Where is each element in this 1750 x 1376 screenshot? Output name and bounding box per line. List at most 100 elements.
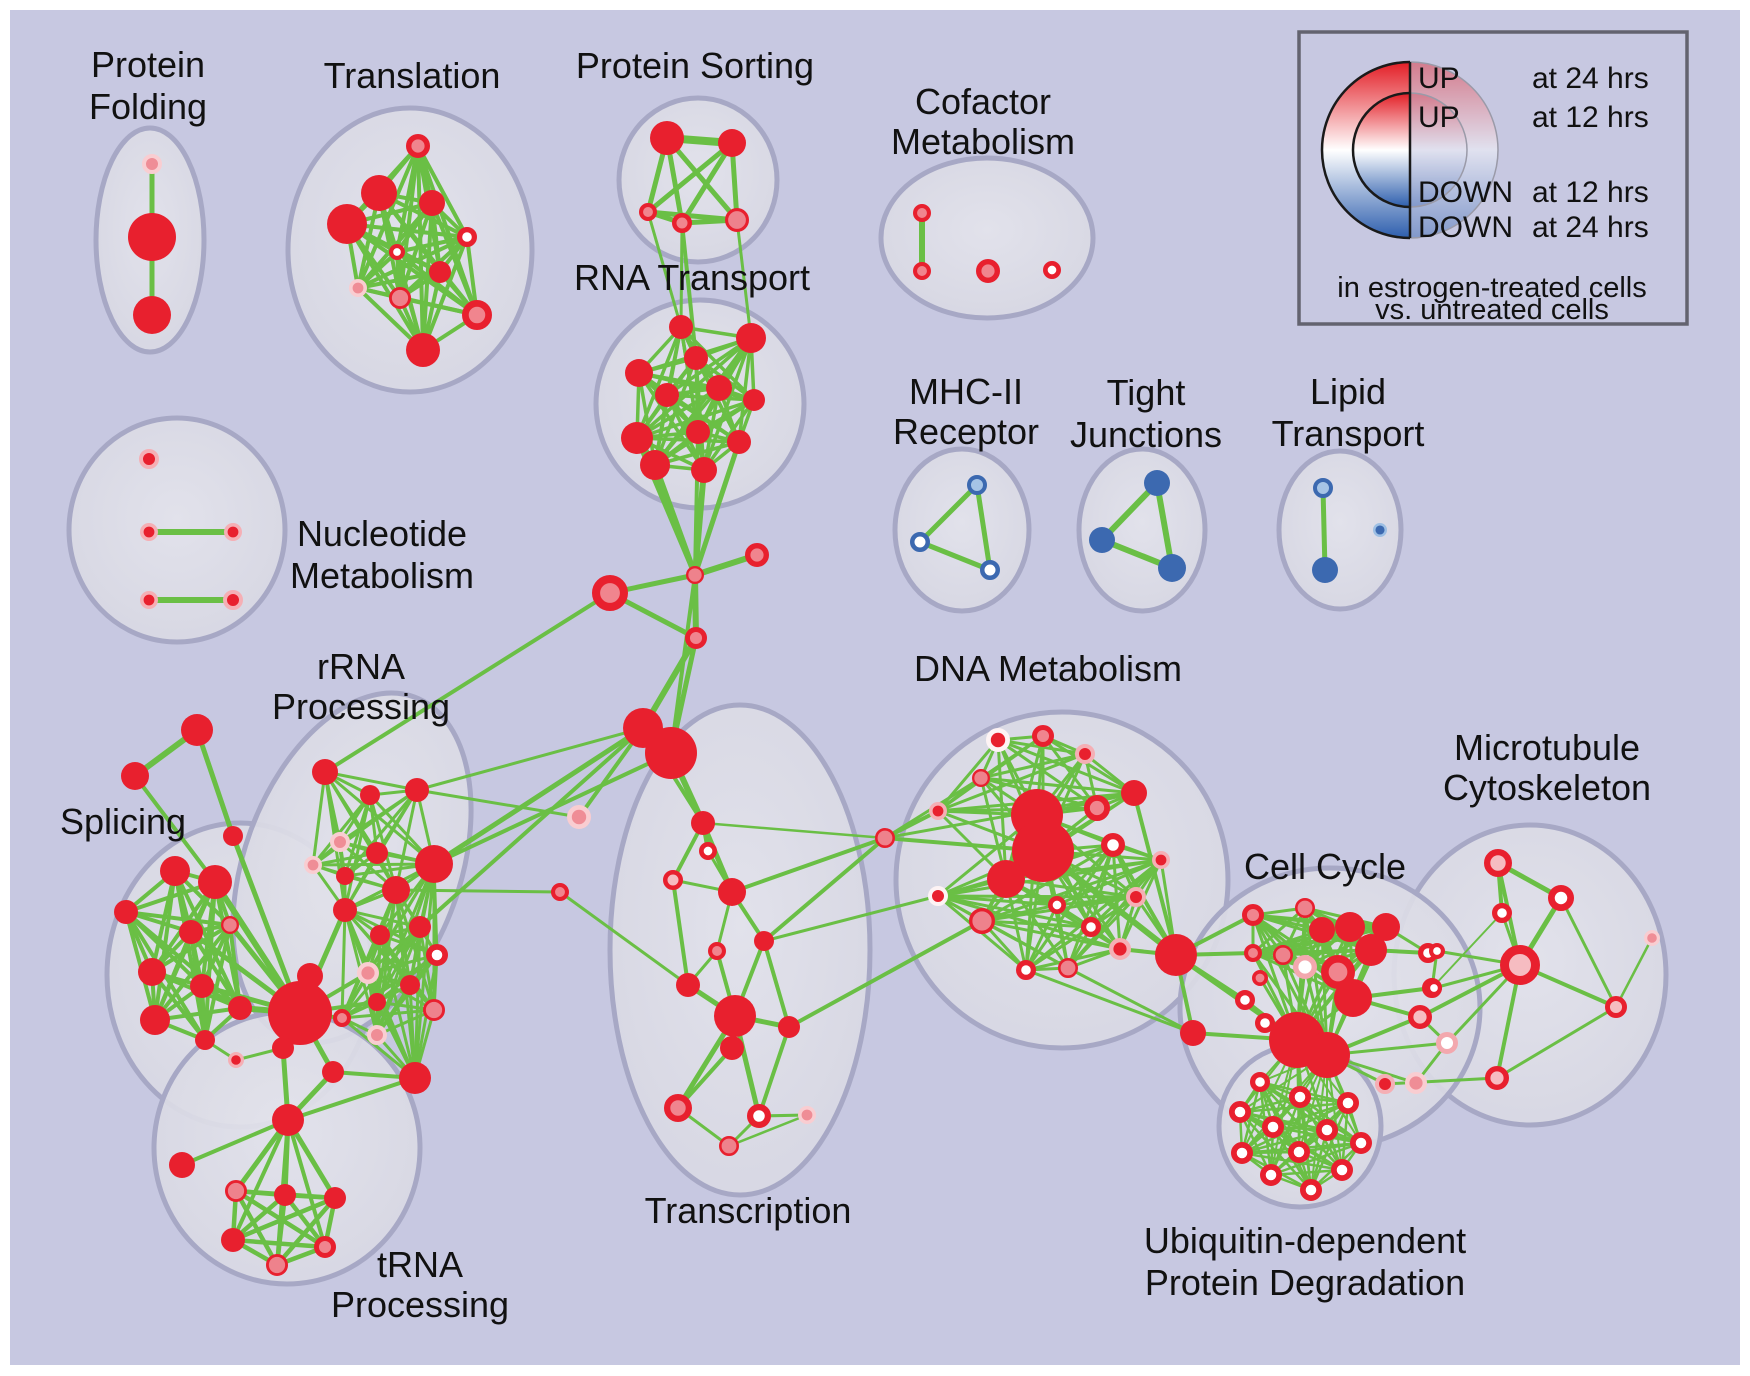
edge-dn11-dn19 xyxy=(1066,843,1115,970)
node-cc1 xyxy=(1241,903,1264,926)
edge-tiso-thub xyxy=(180,1118,290,1167)
node-tb5 xyxy=(314,1235,337,1258)
edge-rt2-rt10 xyxy=(737,336,753,444)
node-tl5 xyxy=(457,227,478,248)
edge-dn13-dn19 xyxy=(1066,895,1138,970)
cluster-label-translation: Translation xyxy=(324,55,501,96)
node-tj3 xyxy=(1158,554,1186,582)
node-spt3 xyxy=(223,826,243,846)
edge-mt2-mt8 xyxy=(1559,896,1618,1009)
node-dn14 xyxy=(928,886,948,906)
node-n2 xyxy=(745,543,770,568)
node-rt10 xyxy=(727,430,751,454)
node-rr4 xyxy=(330,832,350,852)
node-cc10 xyxy=(1320,955,1355,990)
cluster-label-protein-sorting: Protein Sorting xyxy=(576,45,814,86)
edge-dn3-dn5 xyxy=(936,752,1087,813)
node-mt2 xyxy=(1548,885,1575,912)
node-cc6 xyxy=(1372,913,1400,941)
edge-sp5-sp6 xyxy=(150,923,232,974)
legend-inner-arc-left xyxy=(1351,91,1411,209)
node-rt1 xyxy=(669,315,693,339)
node-cc2 xyxy=(1295,897,1316,918)
edge-rt1-rt8 xyxy=(635,325,683,440)
node-rr3 xyxy=(405,778,429,802)
node-ccb xyxy=(1155,934,1197,976)
node-nm3 xyxy=(224,522,243,541)
cluster-shape-cofactor-metabolism xyxy=(878,155,1096,321)
node-tc9 xyxy=(778,1016,800,1038)
edge-mh1-mh2 xyxy=(917,482,980,545)
edge-tl4-tl11 xyxy=(345,222,425,352)
edge-rr11-rr18 xyxy=(340,925,422,1020)
node-cr5 xyxy=(1404,1071,1427,1094)
edge-rr20-thub xyxy=(286,1076,417,1122)
legend-caption-line1: in estrogen-treated cells xyxy=(1337,272,1647,304)
legend: UP at 24 hrs UP at 12 hrs DOWN at 12 hrs… xyxy=(1297,30,1689,326)
legend-faded-half xyxy=(1410,62,1498,238)
edge-rt6-rt8 xyxy=(635,386,721,440)
edge-rr3-h1 xyxy=(415,726,645,792)
edge-rr17-rr18 xyxy=(340,1008,436,1020)
legend-up-12-direction: UP xyxy=(1418,101,1460,134)
cluster-label-rrna-processing: rRNA Processing xyxy=(272,646,450,727)
node-sp2 xyxy=(198,865,232,899)
node-ps2 xyxy=(718,129,746,157)
edge-dn13-dn16 xyxy=(1055,895,1138,907)
node-rr2 xyxy=(360,785,380,805)
edge-dn15-dn20 xyxy=(980,919,1122,951)
edge-tc6-dbr xyxy=(762,836,887,943)
edge-thub-tb4 xyxy=(231,1118,290,1242)
edge-sp5-sp10 xyxy=(228,923,242,1010)
node-dn17 xyxy=(1080,916,1101,937)
legend-box xyxy=(1297,30,1689,326)
node-lx2 xyxy=(551,883,570,902)
node-dbr xyxy=(874,827,895,848)
node-dn10 xyxy=(987,860,1025,898)
edge-ps2-ps3 xyxy=(645,140,735,215)
node-lt2 xyxy=(1312,557,1338,583)
legend-outer-arc-left xyxy=(1320,60,1411,240)
edge-dn16-dn18 xyxy=(1024,903,1059,972)
edge-mt3-cr2 xyxy=(1431,912,1503,989)
edge-rt3-rt11 xyxy=(637,371,657,467)
node-spt2 xyxy=(121,762,149,790)
node-thub xyxy=(272,1104,304,1136)
node-dn7 xyxy=(1121,780,1147,806)
legend-up-24-direction: UP xyxy=(1418,62,1460,95)
node-rt5 xyxy=(655,383,679,407)
edge-ps3-rt1 xyxy=(646,210,683,329)
edge-sp3-sp10 xyxy=(124,910,242,1010)
node-dn1 xyxy=(986,728,1011,753)
node-tiso xyxy=(169,1152,195,1178)
node-sp9 xyxy=(195,1030,215,1050)
edge-rr2-rr5 xyxy=(311,793,372,867)
legend-inner-arc-right xyxy=(1409,92,1468,208)
edge-tc9-tc12 xyxy=(757,1025,791,1118)
node-tl4 xyxy=(327,204,367,244)
node-sh2 xyxy=(297,963,323,989)
node-dn16 xyxy=(1047,896,1066,915)
cluster-label-ubiquitin-degradation: Ubiquitin-dependent Protein Degradation xyxy=(1144,1220,1466,1303)
legend-down-12-time: at 12 hrs xyxy=(1532,176,1649,209)
edge-dn13-dn14 xyxy=(936,894,1138,899)
node-sp3 xyxy=(114,900,138,924)
cluster-shape-transcription xyxy=(607,702,873,1198)
edge-tj1-tj2 xyxy=(1099,480,1160,543)
edge-ub8-ub11 xyxy=(1240,1151,1344,1172)
edge-rr1-rr3 xyxy=(323,770,419,792)
node-tc1 xyxy=(691,811,715,835)
edge-rr1-rr5 xyxy=(311,770,327,867)
legend-up-24-time: at 24 hrs xyxy=(1532,62,1649,95)
node-nm2 xyxy=(140,522,159,541)
node-tl1 xyxy=(406,133,431,158)
edge-mt8-mt9 xyxy=(1614,936,1654,1009)
node-lt3 xyxy=(1372,522,1387,537)
legend-up-12-time: at 12 hrs xyxy=(1532,101,1649,134)
edge-tb4-tb5 xyxy=(230,1237,328,1250)
node-nm1 xyxy=(139,449,159,469)
edge-tl7-tl8 xyxy=(356,270,442,290)
legend-outer-arc-right xyxy=(1409,61,1499,239)
cluster-label-trna-processing: tRNA Processing xyxy=(331,1244,509,1325)
